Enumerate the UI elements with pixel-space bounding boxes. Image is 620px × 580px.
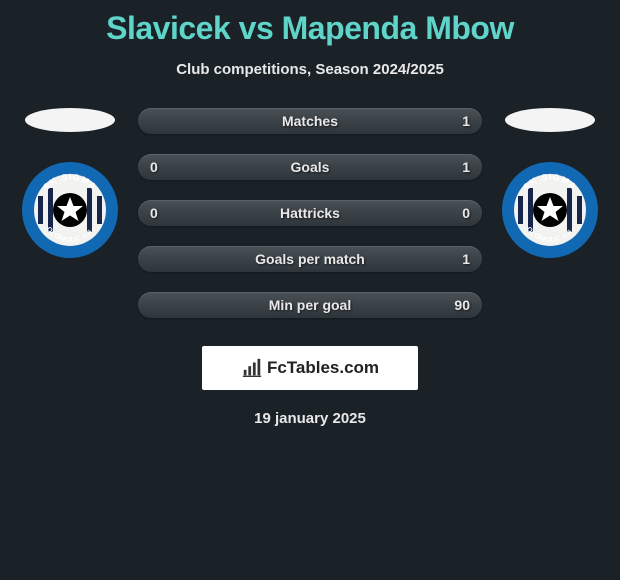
stat-bar-hattricks: 0 Hattricks 0 xyxy=(138,200,482,226)
comparison-row: SK SIGMA OLOMOUC a.s. Matches 1 0 Goals … xyxy=(0,108,620,318)
date-label: 19 january 2025 xyxy=(0,410,620,427)
stat-right-value: 1 xyxy=(462,251,470,267)
stat-bar-matches: Matches 1 xyxy=(138,108,482,134)
bar-chart-icon xyxy=(241,357,263,379)
stat-label: Min per goal xyxy=(269,297,351,313)
stat-right-value: 1 xyxy=(462,113,470,129)
stat-bar-goals: 0 Goals 1 xyxy=(138,154,482,180)
page-title: Slavicek vs Mapenda Mbow xyxy=(0,0,620,47)
left-flag xyxy=(25,108,115,132)
stat-left-value: 0 xyxy=(150,159,158,175)
left-club-crest: SK SIGMA OLOMOUC a.s. xyxy=(20,160,120,260)
stat-right-value: 0 xyxy=(462,205,470,221)
stat-right-value: 1 xyxy=(462,159,470,175)
right-club-crest: SK SIGMA OLOMOUC a.s. xyxy=(500,160,600,260)
stat-bar-goals-per-match: Goals per match 1 xyxy=(138,246,482,272)
stat-left-value: 0 xyxy=(150,205,158,221)
stat-bars: Matches 1 0 Goals 1 0 Hattricks 0 Goals … xyxy=(130,108,490,318)
stat-right-value: 90 xyxy=(454,297,470,313)
stat-bar-min-per-goal: Min per goal 90 xyxy=(138,292,482,318)
right-flag xyxy=(505,108,595,132)
attribution-text: FcTables.com xyxy=(267,358,379,378)
stat-label: Goals per match xyxy=(255,251,365,267)
left-player-col: SK SIGMA OLOMOUC a.s. xyxy=(10,108,130,260)
subtitle: Club competitions, Season 2024/2025 xyxy=(0,61,620,78)
stat-label: Matches xyxy=(282,113,338,129)
attribution-logo: FcTables.com xyxy=(202,346,418,390)
right-player-col: SK SIGMA OLOMOUC a.s. xyxy=(490,108,610,260)
stat-label: Hattricks xyxy=(280,205,340,221)
stat-label: Goals xyxy=(291,159,330,175)
